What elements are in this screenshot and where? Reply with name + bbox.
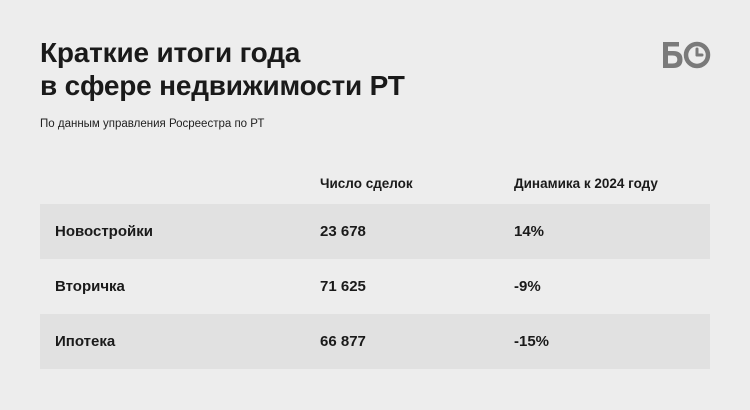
table-row: Вторичка 71 625 -9% [40,259,710,314]
title-line-1: Краткие итоги года [40,37,301,68]
row-deals-value: 71 625 [320,278,366,295]
page-title: Краткие итоги года в сфере недвижимости … [40,36,600,102]
subtitle: По данным управления Росреестра по РТ [40,118,265,130]
row-change-value: 14% [514,223,545,240]
table-row: Ипотека 66 877 -15% [40,314,710,369]
row-category: Ипотека [55,333,116,350]
row-deals-value: 66 877 [320,333,366,350]
row-change-value: -15% [514,333,550,350]
title-line-2: в сфере недвижимости РТ [40,70,405,101]
row-category: Вторичка [55,278,125,295]
table-row: Новостройки 23 678 14% [40,204,710,259]
row-category: Новостройки [55,223,153,240]
bo-logo-icon [660,40,712,70]
column-header-change: Динамика к 2024 году [514,176,658,191]
column-header-deals: Число сделок [320,176,413,191]
row-deals-value: 23 678 [320,223,366,240]
summary-table: Число сделок Динамика к 2024 году Новост… [40,170,710,369]
table-header: Число сделок Динамика к 2024 году [40,170,710,204]
row-change-value: -9% [514,278,541,295]
